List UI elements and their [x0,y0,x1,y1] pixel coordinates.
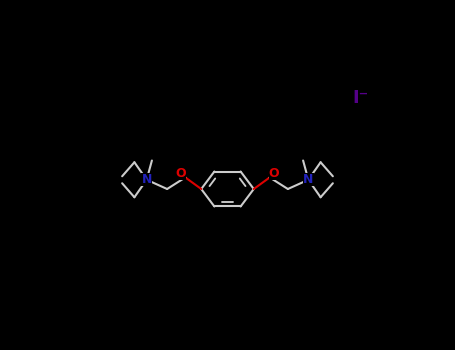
Text: N: N [303,173,313,186]
Text: I⁻: I⁻ [352,89,369,107]
Text: O: O [268,167,279,180]
Text: O: O [176,167,187,180]
Text: N: N [142,173,152,186]
